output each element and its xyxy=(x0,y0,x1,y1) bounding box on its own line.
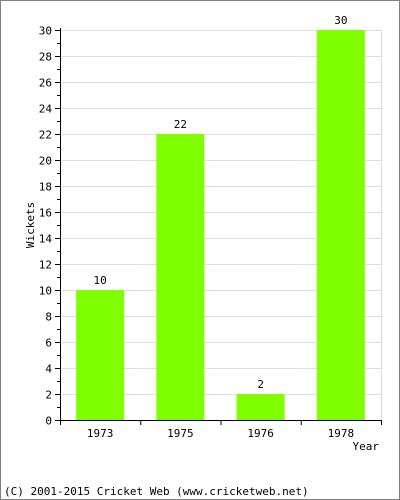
data-label: 2 xyxy=(257,378,264,391)
y-tick-label: 18 xyxy=(39,181,52,194)
y-tick-label: 2 xyxy=(45,389,52,402)
y-tick-label: 6 xyxy=(45,337,52,350)
data-label: 30 xyxy=(334,14,347,27)
bar xyxy=(316,30,365,420)
y-tick-label: 12 xyxy=(39,259,52,272)
x-tick-label: 1976 xyxy=(247,427,274,440)
y-tick-label: 26 xyxy=(39,77,52,90)
y-tick-label: 30 xyxy=(39,25,52,38)
y-tick-label: 20 xyxy=(39,155,52,168)
y-tick-label: 22 xyxy=(39,129,52,142)
y-tick-label: 0 xyxy=(45,415,52,428)
x-ticks: 1973 1975 1976 1978 xyxy=(60,420,382,440)
data-label: 10 xyxy=(94,274,107,287)
data-label: 22 xyxy=(174,118,187,131)
y-tick-label: 24 xyxy=(39,103,53,116)
bar xyxy=(76,290,125,420)
y-tick-label: 16 xyxy=(39,207,52,220)
x-tick-label: 1978 xyxy=(328,427,355,440)
y-axis-label: Wickets xyxy=(24,202,37,248)
y-tick-label: 14 xyxy=(39,233,53,246)
y-tick-label: 10 xyxy=(39,285,52,298)
x-tick-label: 1975 xyxy=(167,427,194,440)
bar xyxy=(236,394,285,420)
x-tick-label: 1973 xyxy=(87,427,114,440)
y-tick-label: 8 xyxy=(45,311,52,324)
y-tick-label: 4 xyxy=(45,363,52,376)
bar xyxy=(156,134,205,420)
copyright-footer: (C) 2001-2015 Cricket Web (www.cricketwe… xyxy=(4,485,309,498)
y-tick-label: 28 xyxy=(39,51,52,64)
x-axis-label: Year xyxy=(353,440,380,453)
bars xyxy=(76,30,365,420)
